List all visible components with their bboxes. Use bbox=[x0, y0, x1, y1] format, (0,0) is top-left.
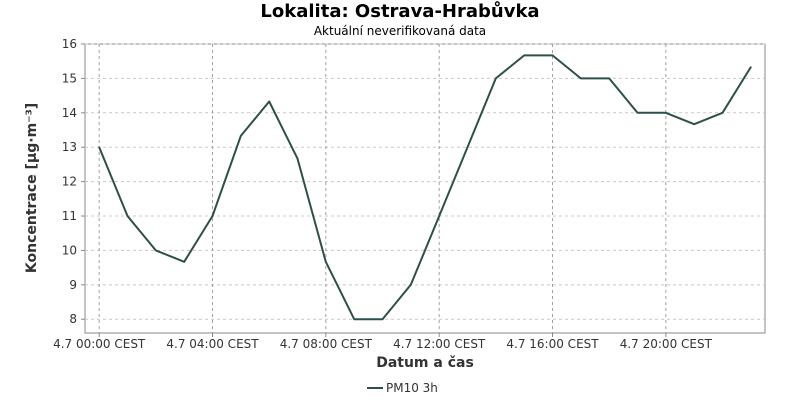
y-axis-ticks: 8 9 10 11 12 13 14 15 16 bbox=[62, 37, 85, 326]
data-point bbox=[240, 135, 242, 137]
data-point bbox=[636, 112, 639, 114]
y-tick-label: 8 bbox=[69, 312, 77, 326]
data-point bbox=[523, 54, 525, 57]
data-point bbox=[750, 66, 752, 68]
chart-title: Lokalita: Ostrava-Hrabůvka bbox=[260, 1, 540, 22]
chart-subtitle: Aktuální neverifikovaná data bbox=[313, 24, 487, 38]
y-tick-label: 16 bbox=[62, 37, 77, 51]
data-point bbox=[495, 77, 497, 80]
x-tick-label: 4.7 20:00 CEST bbox=[620, 337, 713, 351]
x-tick-label: 4.7 16:00 CEST bbox=[506, 337, 599, 351]
data-point bbox=[268, 100, 271, 103]
data-point bbox=[296, 157, 299, 160]
y-tick-label: 14 bbox=[62, 106, 77, 120]
legend: PM10 3h bbox=[367, 381, 438, 395]
y-tick-label: 13 bbox=[62, 140, 77, 154]
data-point bbox=[410, 284, 412, 286]
data-point bbox=[721, 112, 724, 114]
data-point bbox=[325, 261, 327, 263]
y-tick-label: 11 bbox=[62, 209, 77, 223]
data-point bbox=[665, 112, 667, 114]
data-point bbox=[353, 318, 356, 321]
y-tick-label: 9 bbox=[69, 278, 77, 292]
x-axis-label: Datum a čas bbox=[376, 355, 474, 371]
y-tick-label: 12 bbox=[62, 175, 77, 189]
data-point bbox=[438, 215, 441, 217]
series-line bbox=[98, 54, 752, 321]
series-group bbox=[98, 54, 752, 321]
y-tick-label: 15 bbox=[62, 71, 77, 85]
data-point bbox=[580, 77, 582, 80]
y-tick-label: 10 bbox=[62, 243, 77, 257]
legend-label: PM10 3h bbox=[386, 381, 438, 395]
data-point bbox=[126, 215, 129, 217]
data-point bbox=[211, 215, 214, 217]
data-point bbox=[466, 146, 469, 148]
data-point bbox=[183, 261, 185, 263]
x-tick-label: 4.7 00:00 CEST bbox=[53, 337, 146, 351]
data-point bbox=[155, 249, 157, 252]
data-point bbox=[693, 123, 695, 125]
x-tick-label: 4.7 04:00 CEST bbox=[166, 337, 259, 351]
x-axis-ticks: 4.7 00:00 CEST 4.7 04:00 CEST 4.7 08:00 CE… bbox=[53, 333, 713, 351]
plot-area bbox=[84, 43, 766, 334]
data-point bbox=[608, 77, 610, 80]
data-point bbox=[551, 54, 554, 57]
data-point bbox=[98, 146, 100, 148]
y-axis-label: Koncentrace [µg·m⁻³] bbox=[24, 103, 40, 273]
x-tick-label: 4.7 08:00 CEST bbox=[280, 337, 373, 351]
x-tick-label: 4.7 12:00 CEST bbox=[393, 337, 486, 351]
data-point bbox=[381, 318, 384, 321]
